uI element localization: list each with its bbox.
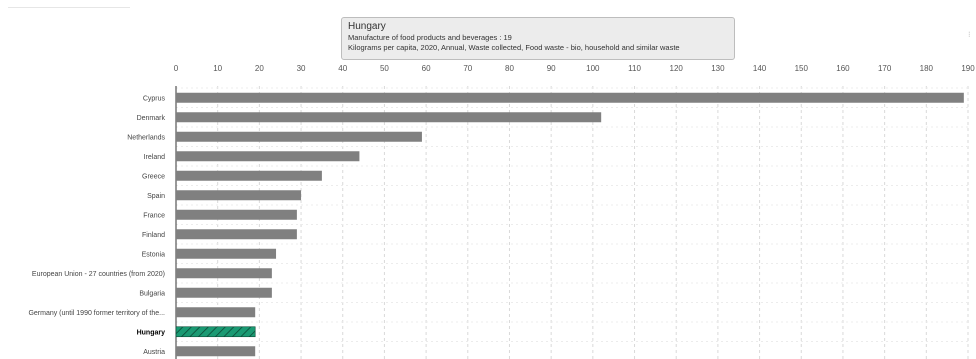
x-tick-label: 130: [711, 64, 725, 73]
x-tick-label: 190: [961, 64, 975, 73]
category-label: Hungary: [137, 329, 166, 336]
x-tick-label: 120: [670, 64, 684, 73]
scroll-indicator-icon: ⁝: [968, 30, 971, 39]
x-tick-label: 110: [628, 64, 641, 73]
x-tick-label: 40: [338, 64, 347, 73]
x-tick-label: 20: [255, 64, 264, 73]
bar-13[interactable]: [176, 346, 256, 357]
bar-10[interactable]: [176, 287, 272, 298]
x-tick-label: 160: [836, 64, 850, 73]
category-label: Netherlands: [127, 134, 165, 141]
bar-11[interactable]: [176, 307, 256, 318]
bar-9[interactable]: [176, 268, 272, 279]
tooltip-value: Manufacture of food products and beverag…: [348, 33, 512, 42]
category-label: European Union - 27 countries (from 2020…: [32, 271, 165, 278]
x-tick-label: 80: [505, 64, 514, 73]
bar-3[interactable]: [176, 151, 360, 162]
top-strip: [0, 0, 976, 8]
bar-2[interactable]: [176, 131, 422, 142]
bar-0[interactable]: [176, 92, 964, 103]
x-tick-label: 30: [297, 64, 306, 73]
bar-8[interactable]: [176, 248, 277, 259]
header-divider: [8, 7, 130, 8]
bar-6[interactable]: [176, 209, 297, 220]
x-tick-label: 170: [878, 64, 892, 73]
category-label: Bulgaria: [139, 290, 165, 297]
bar-12[interactable]: [175, 326, 256, 338]
x-tick-label: 150: [795, 64, 809, 73]
x-tick-label: 180: [920, 64, 934, 73]
category-label: Denmark: [137, 115, 166, 122]
bar-4[interactable]: [176, 170, 322, 181]
x-tick-label: 10: [213, 64, 222, 73]
x-tick-label: 70: [463, 64, 472, 73]
category-label: Germany (until 1990 former territory of …: [28, 310, 165, 317]
category-label: Finland: [142, 232, 165, 239]
category-label: Austria: [143, 349, 165, 356]
x-tick-label: 50: [380, 64, 389, 73]
category-label: Ireland: [144, 154, 166, 161]
x-tick-label: 0: [174, 64, 179, 73]
category-label: Spain: [147, 193, 165, 200]
tooltip-unit: Kilograms per capita, 2020, Annual, Wast…: [348, 43, 680, 52]
category-label: Greece: [142, 173, 165, 180]
tooltip-country: Hungary: [348, 21, 386, 32]
x-tick-label: 100: [586, 64, 600, 73]
chart-tooltip: Hungary Manufacture of food products and…: [341, 17, 735, 60]
x-tick-label: 60: [422, 64, 431, 73]
category-label: France: [143, 212, 165, 219]
bar-7[interactable]: [176, 229, 297, 240]
category-label: Estonia: [142, 251, 165, 258]
x-tick-label: 140: [753, 64, 767, 73]
bar-1[interactable]: [176, 112, 602, 123]
bar-5[interactable]: [176, 190, 302, 201]
x-tick-label: 90: [547, 64, 556, 73]
category-label: Cyprus: [143, 95, 166, 102]
